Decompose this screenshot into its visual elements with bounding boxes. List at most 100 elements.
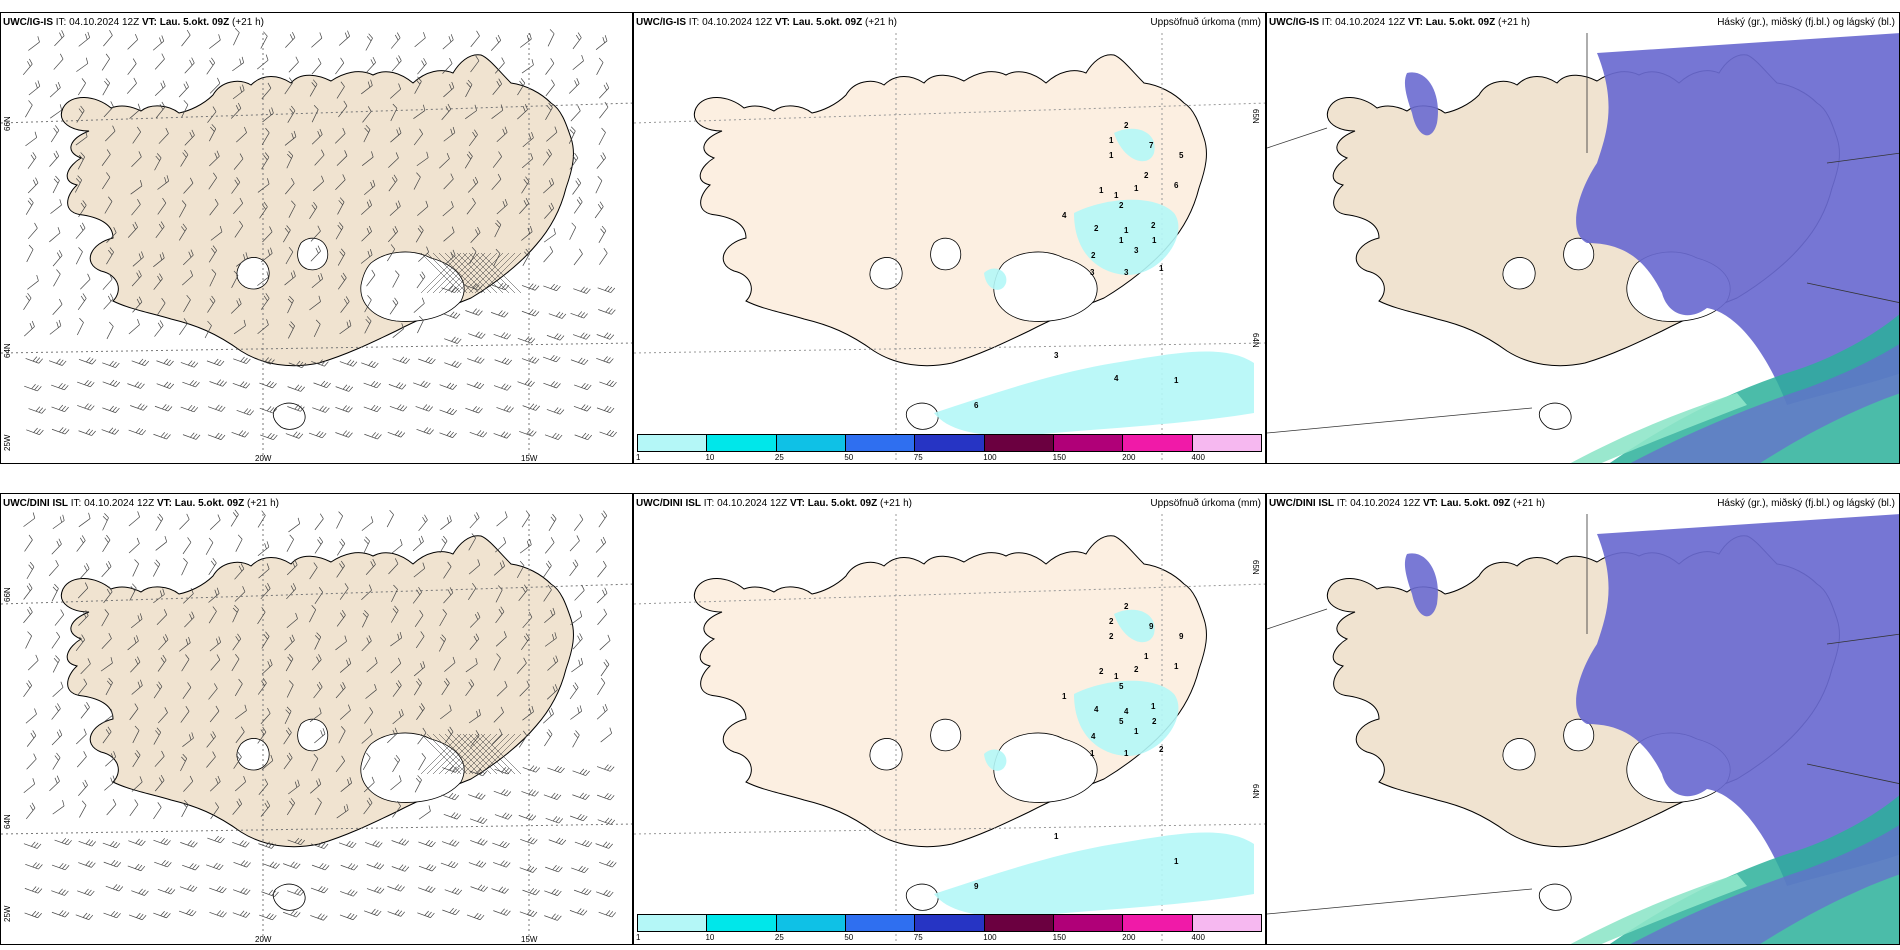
colorbar-swatch: [707, 915, 777, 931]
colorbar-tick: 200: [1122, 453, 1136, 462]
glacier: [869, 738, 903, 771]
lon-label: 15W: [521, 935, 538, 944]
panel-title: UWC/DINI ISL IT: 04.10.2024 12Z VT: Lau.…: [636, 498, 912, 509]
glacier: [272, 402, 306, 430]
colorbar-tick: 150: [1052, 933, 1067, 942]
precip-value: 4: [1062, 211, 1067, 220]
colorbar-swatch: [776, 435, 846, 451]
iceland-land: [60, 535, 574, 848]
cloud-areas: [1404, 514, 1899, 944]
colorbar-swatch: [915, 915, 985, 931]
wind-map-bottom: UWC/DINI ISL IT: 04.10.2024 12Z VT: Lau.…: [0, 493, 633, 945]
colorbar-tick: 50: [844, 933, 854, 942]
precip-value: 4: [1124, 707, 1129, 716]
colorbar-tick: 1: [636, 453, 641, 462]
colorbar: [637, 434, 1262, 452]
glacier: [272, 883, 306, 911]
precip-value: 1: [1124, 749, 1129, 758]
colorbar-ticks: 1 10 25 50 75 100 150 200 400: [636, 453, 1262, 463]
lon-label: 15W: [521, 454, 538, 463]
precip-areas: [934, 128, 1254, 436]
colorbar-tick: 100: [983, 933, 997, 942]
panel-title: UWC/IG-IS IT: 04.10.2024 12Z VT: Lau. 5.…: [636, 17, 897, 28]
cloud-map-bottom: UWC/DINI ISL IT: 04.10.2024 12Z VT: Lau.…: [1266, 493, 1900, 945]
lat-label: 66N: [3, 116, 12, 131]
colorbar-swatch: [845, 435, 916, 451]
colorbar-swatch: [1053, 915, 1124, 931]
precip-value: 3: [1090, 268, 1095, 277]
precip-value: 3: [1124, 268, 1129, 277]
precip-value: 2: [1099, 667, 1104, 676]
product-title: Háský (gr.), miðský (fj.bl.) og lágský (…: [1717, 498, 1895, 509]
precip-value: 7: [1149, 141, 1154, 150]
domain-boundary: [1267, 33, 1899, 434]
colorbar-tick: 50: [844, 453, 854, 462]
precip-value: 2: [1124, 602, 1129, 611]
product-title: Uppsöfnuð úrkoma (mm): [1150, 498, 1261, 509]
panel-title: UWC/IG-IS IT: 04.10.2024 12Z VT: Lau. 5.…: [3, 17, 264, 28]
graticule: [1, 33, 632, 463]
product-title: Uppsöfnuð úrkoma (mm): [1150, 17, 1261, 28]
precip-map-top: UWC/IG-IS IT: 04.10.2024 12Z VT: Lau. 5.…: [633, 12, 1266, 464]
lon-label: 25W: [3, 434, 12, 451]
glacier: [1538, 402, 1572, 430]
precip-value: 1: [1174, 376, 1179, 385]
colorbar-swatch: [1123, 915, 1193, 931]
precip-value: 1: [1159, 264, 1164, 273]
precip-value: 2: [1152, 717, 1157, 726]
precip-value: 1: [1134, 184, 1139, 193]
glacier: [297, 718, 329, 752]
hatch-area: [420, 252, 522, 294]
graticule: [1, 514, 632, 944]
lat-label: 64N: [1251, 784, 1260, 799]
precip-value: 2: [1134, 665, 1139, 674]
precip-value: 4: [1091, 732, 1096, 741]
glacier: [1538, 883, 1572, 911]
wind-barbs: [22, 28, 617, 441]
precip-value: 9: [1179, 632, 1184, 641]
precip-value: 1: [1152, 236, 1157, 245]
panel-title: UWC/DINI ISL IT: 04.10.2024 12Z VT: Lau.…: [3, 498, 279, 509]
colorbar-tick: 200: [1122, 933, 1136, 942]
colorbar-tick: 25: [774, 453, 784, 462]
colorbar-ticks: 1 10 25 50 75 100 150 200 400: [636, 933, 1262, 943]
cloud-map-top: UWC/IG-IS IT: 04.10.2024 12Z VT: Lau. 5.…: [1266, 12, 1900, 464]
precip-value: 1: [1174, 857, 1179, 866]
glacier: [1502, 738, 1536, 771]
colorbar-tick: 75: [913, 933, 923, 942]
colorbar-tick: 25: [774, 933, 784, 942]
lat-label: 66N: [3, 587, 12, 602]
panel-title: UWC/DINI ISL IT: 04.10.2024 12Z VT: Lau.…: [1269, 498, 1545, 509]
cloud-map-svg: [1267, 33, 1899, 463]
glacier: [236, 257, 270, 290]
lat-label: 65N: [1251, 560, 1260, 575]
lon-label: 20W: [255, 454, 272, 463]
glacier: [297, 237, 329, 271]
lat-label: 64N: [3, 814, 12, 829]
cloud-areas: [1404, 33, 1899, 463]
precip-value: 2: [1119, 201, 1124, 210]
colorbar-swatch: [707, 435, 777, 451]
precip-value: 2: [1109, 632, 1114, 641]
lon-label: 20W: [255, 935, 272, 944]
precip-value: 4: [1094, 705, 1099, 714]
precip-value: 5: [1119, 717, 1124, 726]
precip-value: 2: [1144, 171, 1149, 180]
colorbar-tick: 75: [913, 453, 923, 462]
colorbar-swatch: [1053, 435, 1124, 451]
colorbar-swatch: [1192, 435, 1261, 451]
precip-value: 1: [1099, 186, 1104, 195]
colorbar-swatch: [638, 915, 708, 931]
colorbar-tick: 400: [1191, 453, 1205, 462]
precip-value: 1: [1151, 702, 1156, 711]
precip-value: 1: [1090, 749, 1095, 758]
precip-value: 3: [1134, 246, 1139, 255]
glacier: [905, 883, 939, 911]
wind-map-svg: [1, 509, 632, 944]
precip-value: 9: [1149, 622, 1154, 631]
precip-value: 9: [974, 882, 979, 891]
precip-value: 6: [1174, 181, 1179, 190]
panel-title: UWC/IG-IS IT: 04.10.2024 12Z VT: Lau. 5.…: [1269, 17, 1530, 28]
